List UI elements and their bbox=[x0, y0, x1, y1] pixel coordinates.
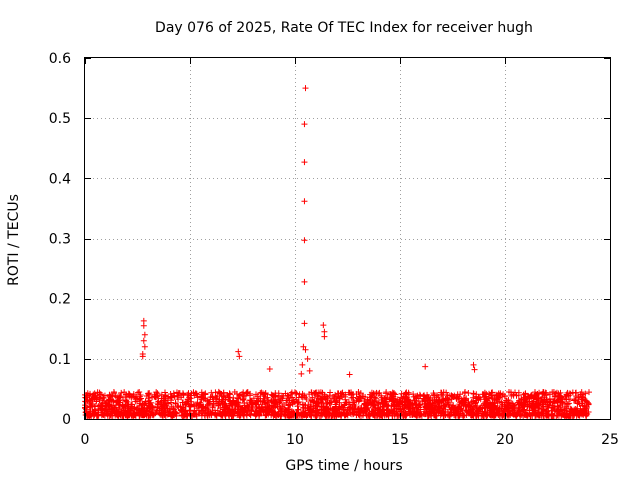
data-point bbox=[306, 367, 313, 374]
data-point bbox=[302, 346, 309, 353]
y-tick-label: 0.4 bbox=[49, 171, 71, 187]
data-marks bbox=[82, 85, 592, 419]
dense-data-band bbox=[82, 388, 592, 419]
x-tick-label: 5 bbox=[186, 432, 195, 448]
data-point bbox=[422, 363, 429, 370]
x-tick-label: 10 bbox=[286, 432, 304, 448]
x-axis-label: GPS time / hours bbox=[285, 458, 402, 474]
x-tick-label: 0 bbox=[81, 432, 90, 448]
data-point bbox=[236, 353, 243, 360]
data-point bbox=[471, 366, 478, 373]
y-tick-label: 0.1 bbox=[49, 352, 71, 368]
data-point bbox=[301, 320, 308, 327]
data-point bbox=[304, 355, 311, 362]
data-point bbox=[346, 371, 353, 378]
grid bbox=[85, 58, 610, 419]
data-point bbox=[301, 278, 308, 285]
data-point bbox=[470, 361, 477, 368]
data-point bbox=[140, 337, 147, 344]
data-point bbox=[302, 85, 309, 92]
data-point bbox=[141, 331, 148, 338]
data-point bbox=[140, 322, 147, 329]
y-tick-label: 0 bbox=[62, 412, 71, 428]
data-point bbox=[266, 366, 273, 373]
y-tick-label: 0.2 bbox=[49, 292, 71, 308]
y-tick-label: 0.5 bbox=[49, 111, 71, 127]
plot-frame bbox=[84, 57, 611, 420]
data-point bbox=[301, 198, 308, 205]
y-tick-label: 0.6 bbox=[49, 51, 71, 67]
data-point bbox=[235, 348, 242, 355]
data-point bbox=[300, 343, 307, 350]
x-tick-label: 25 bbox=[601, 432, 619, 448]
x-axis-ticks: 0 5 10 15 20 25 bbox=[81, 58, 619, 448]
data-point bbox=[321, 333, 328, 340]
chart-title: Day 076 of 2025, Rate Of TEC Index for r… bbox=[155, 20, 533, 36]
x-tick-label: 15 bbox=[391, 432, 409, 448]
data-point bbox=[301, 159, 308, 166]
y-axis-label: ROTI / TECUs bbox=[6, 194, 22, 286]
data-point bbox=[299, 361, 306, 368]
y-axis-ticks: 0 0.1 0.2 0.3 0.4 0.5 0.6 bbox=[49, 51, 610, 428]
data-point bbox=[139, 353, 146, 360]
data-point bbox=[320, 322, 327, 329]
data-point bbox=[301, 237, 308, 244]
data-point bbox=[301, 121, 308, 128]
data-point bbox=[141, 343, 148, 350]
y-tick-label: 0.3 bbox=[49, 232, 71, 248]
x-tick-label: 20 bbox=[496, 432, 514, 448]
data-point bbox=[298, 370, 305, 377]
